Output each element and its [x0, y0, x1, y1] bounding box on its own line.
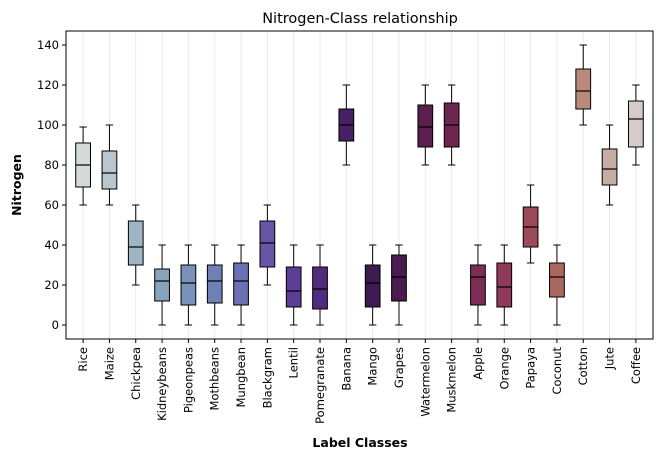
box-iqr — [549, 262, 565, 298]
box-pomegranate — [312, 244, 328, 326]
x-tick-label: Maize — [102, 347, 116, 380]
box-chickpea — [127, 204, 144, 286]
box-iqr — [628, 100, 644, 148]
box-iqr — [391, 254, 407, 302]
y-tick-label: 0 — [52, 318, 59, 332]
box-orange — [496, 244, 513, 326]
x-tick-label: Blackgram — [260, 347, 274, 408]
box-iqr — [470, 264, 486, 306]
x-tick-label: Rice — [76, 347, 90, 372]
box-iqr — [233, 262, 249, 306]
y-tick-label: 40 — [44, 238, 59, 252]
x-tick-label: Mungbean — [234, 347, 248, 408]
box-iqr — [417, 104, 434, 148]
box-iqr — [575, 68, 592, 110]
box-iqr — [154, 268, 170, 302]
x-axis: Rice Maize Chickpea Kidneybeans Pigeonpeas Mo… — [76, 339, 643, 424]
box-iqr — [259, 220, 276, 268]
box-muskmelon — [443, 84, 460, 166]
box-rice — [75, 126, 91, 206]
y-tick-label: 140 — [37, 38, 59, 52]
y-tick-label: 100 — [37, 118, 59, 132]
box-cotton — [575, 44, 592, 126]
x-tick-label: Lentil — [287, 347, 301, 378]
x-tick-label: Banana — [339, 347, 353, 391]
x-tick-label: Pomegranate — [313, 347, 327, 424]
box-grapes — [391, 244, 407, 326]
box-iqr — [101, 150, 118, 190]
chart-title: Nitrogen-Class relationship — [262, 11, 458, 27]
box-iqr — [206, 264, 223, 304]
y-axis: 0 20 40 60 80 100 120 140 — [37, 38, 66, 332]
x-tick-label: Pigeonpeas — [181, 347, 195, 413]
x-tick-label: Apple — [471, 347, 485, 380]
y-tick-label: 60 — [44, 198, 59, 212]
x-tick-label: Papaya — [524, 347, 538, 389]
box-watermelon — [417, 84, 434, 166]
box-iqr — [285, 266, 302, 308]
box-kidneybeans — [154, 244, 170, 326]
x-tick-label: Coffee — [629, 347, 643, 384]
x-axis-title: Label Classes — [312, 435, 407, 450]
x-tick-label: Muskmelon — [445, 347, 459, 413]
box-coffee — [628, 84, 644, 166]
box-lentil — [285, 244, 302, 326]
box-mango — [364, 244, 381, 326]
x-tick-label: Mango — [366, 347, 380, 386]
box-iqr — [496, 262, 513, 308]
box-blackgram — [259, 204, 276, 286]
x-tick-label: Cotton — [576, 347, 590, 385]
x-tick-label: Kidneybeans — [155, 347, 169, 421]
y-tick-label: 80 — [44, 158, 59, 172]
box-iqr — [601, 148, 618, 186]
box-iqr — [127, 220, 144, 266]
box-iqr — [180, 264, 197, 306]
x-tick-label: Watermelon — [418, 347, 432, 417]
x-tick-label: Orange — [497, 347, 511, 390]
box-mothbeans — [206, 244, 223, 326]
x-tick-label: Jute — [603, 347, 617, 370]
box-series — [75, 44, 644, 326]
box-pigeonpeas — [180, 244, 197, 326]
box-coconut — [549, 244, 565, 326]
y-tick-label: 20 — [44, 278, 59, 292]
x-tick-label: Mothbeans — [208, 347, 222, 410]
y-axis-title: Nitrogen — [9, 154, 24, 216]
x-tick-label: Grapes — [392, 347, 406, 388]
y-tick-label: 120 — [37, 78, 59, 92]
box-iqr — [312, 266, 328, 310]
box-banana — [338, 84, 355, 166]
box-mungbean — [233, 244, 249, 326]
x-tick-label: Chickpea — [129, 347, 143, 400]
box-jute — [601, 124, 618, 206]
box-maize — [101, 124, 118, 206]
x-tick-label: Coconut — [550, 347, 564, 395]
box-papaya — [522, 184, 539, 264]
box-iqr — [364, 264, 381, 308]
plot-frame — [65, 30, 654, 340]
box-apple — [470, 244, 486, 326]
